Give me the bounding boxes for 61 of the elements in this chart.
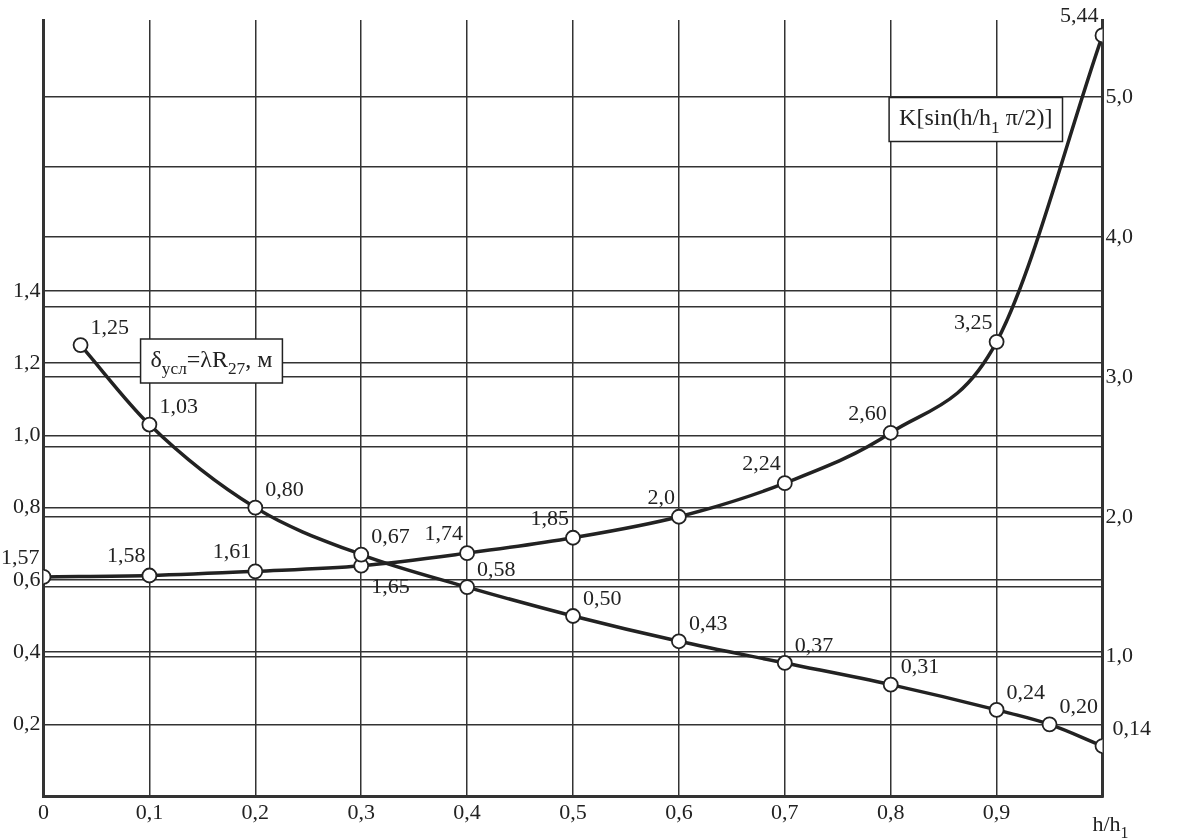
y2-tick-label: 5,0 <box>1105 82 1133 108</box>
y-tick-label: 0,4 <box>13 637 41 663</box>
y2-tick-label: 4,0 <box>1105 222 1133 248</box>
data-label: 1,74 <box>424 519 464 545</box>
point <box>988 702 1005 718</box>
point <box>671 633 687 650</box>
y-tick-label: 0,8 <box>13 493 41 519</box>
point <box>141 567 158 584</box>
data-label: 2,0 <box>647 483 675 509</box>
point <box>565 608 581 624</box>
data-label: 0,50 <box>583 584 622 610</box>
y2-tick-label: 2,0 <box>1105 502 1133 528</box>
data-label: 5,44 <box>1060 2 1099 28</box>
y2-tick-label: 3,0 <box>1105 362 1133 388</box>
data-label: 1,57 <box>1 543 40 569</box>
x-tick-label: 0,3 <box>347 798 375 824</box>
x-tick-label: 0 <box>38 798 49 824</box>
x-tick-label: 0,5 <box>559 798 587 824</box>
data-label: 0,58 <box>477 555 516 581</box>
point <box>459 545 475 562</box>
point <box>72 337 89 353</box>
data-label: 0,43 <box>688 610 728 636</box>
point <box>1041 716 1058 733</box>
data-label: 0,24 <box>1006 678 1046 704</box>
x-tick-label: 0,1 <box>135 798 164 824</box>
data-label: 1,61 <box>212 538 252 564</box>
point <box>459 579 475 595</box>
x-tick-label: 0,9 <box>982 798 1011 824</box>
x-tick-label: 0,8 <box>876 798 905 824</box>
y-tick-label: 1,2 <box>13 348 41 374</box>
x-tick-label: 0,4 <box>453 798 481 824</box>
point <box>671 508 687 525</box>
data-label: 0,31 <box>900 653 940 679</box>
data-label: 3,25 <box>954 308 993 334</box>
x-tick-label: 0,6 <box>665 798 693 824</box>
point <box>882 424 899 441</box>
y-tick-label: 1,4 <box>13 276 41 302</box>
data-label: 2,60 <box>848 399 887 425</box>
data-label: 2,24 <box>742 449 781 475</box>
y-tick-label: 1,0 <box>13 421 41 447</box>
point <box>565 529 581 546</box>
data-label: 1,03 <box>159 393 198 419</box>
x-tick-label: 0,2 <box>241 798 270 824</box>
data-label: 1,25 <box>90 313 130 339</box>
point <box>141 416 158 433</box>
data-label: 1,58 <box>106 542 146 568</box>
data-label: 0,37 <box>794 631 834 657</box>
point <box>988 333 1005 350</box>
data-label: 0,67 <box>371 523 410 549</box>
y-tick-label: 0,2 <box>13 710 41 736</box>
data-label: 0,20 <box>1059 693 1099 719</box>
data-label: 0,80 <box>265 476 304 502</box>
point <box>776 475 793 492</box>
data-label: 0,14 <box>1112 714 1151 740</box>
y2-tick-label: 1,0 <box>1105 642 1133 668</box>
point <box>882 676 899 693</box>
point <box>247 499 264 516</box>
x-tick-label: 0,7 <box>771 798 799 824</box>
point <box>353 546 370 563</box>
point <box>776 655 793 671</box>
point <box>247 563 264 580</box>
